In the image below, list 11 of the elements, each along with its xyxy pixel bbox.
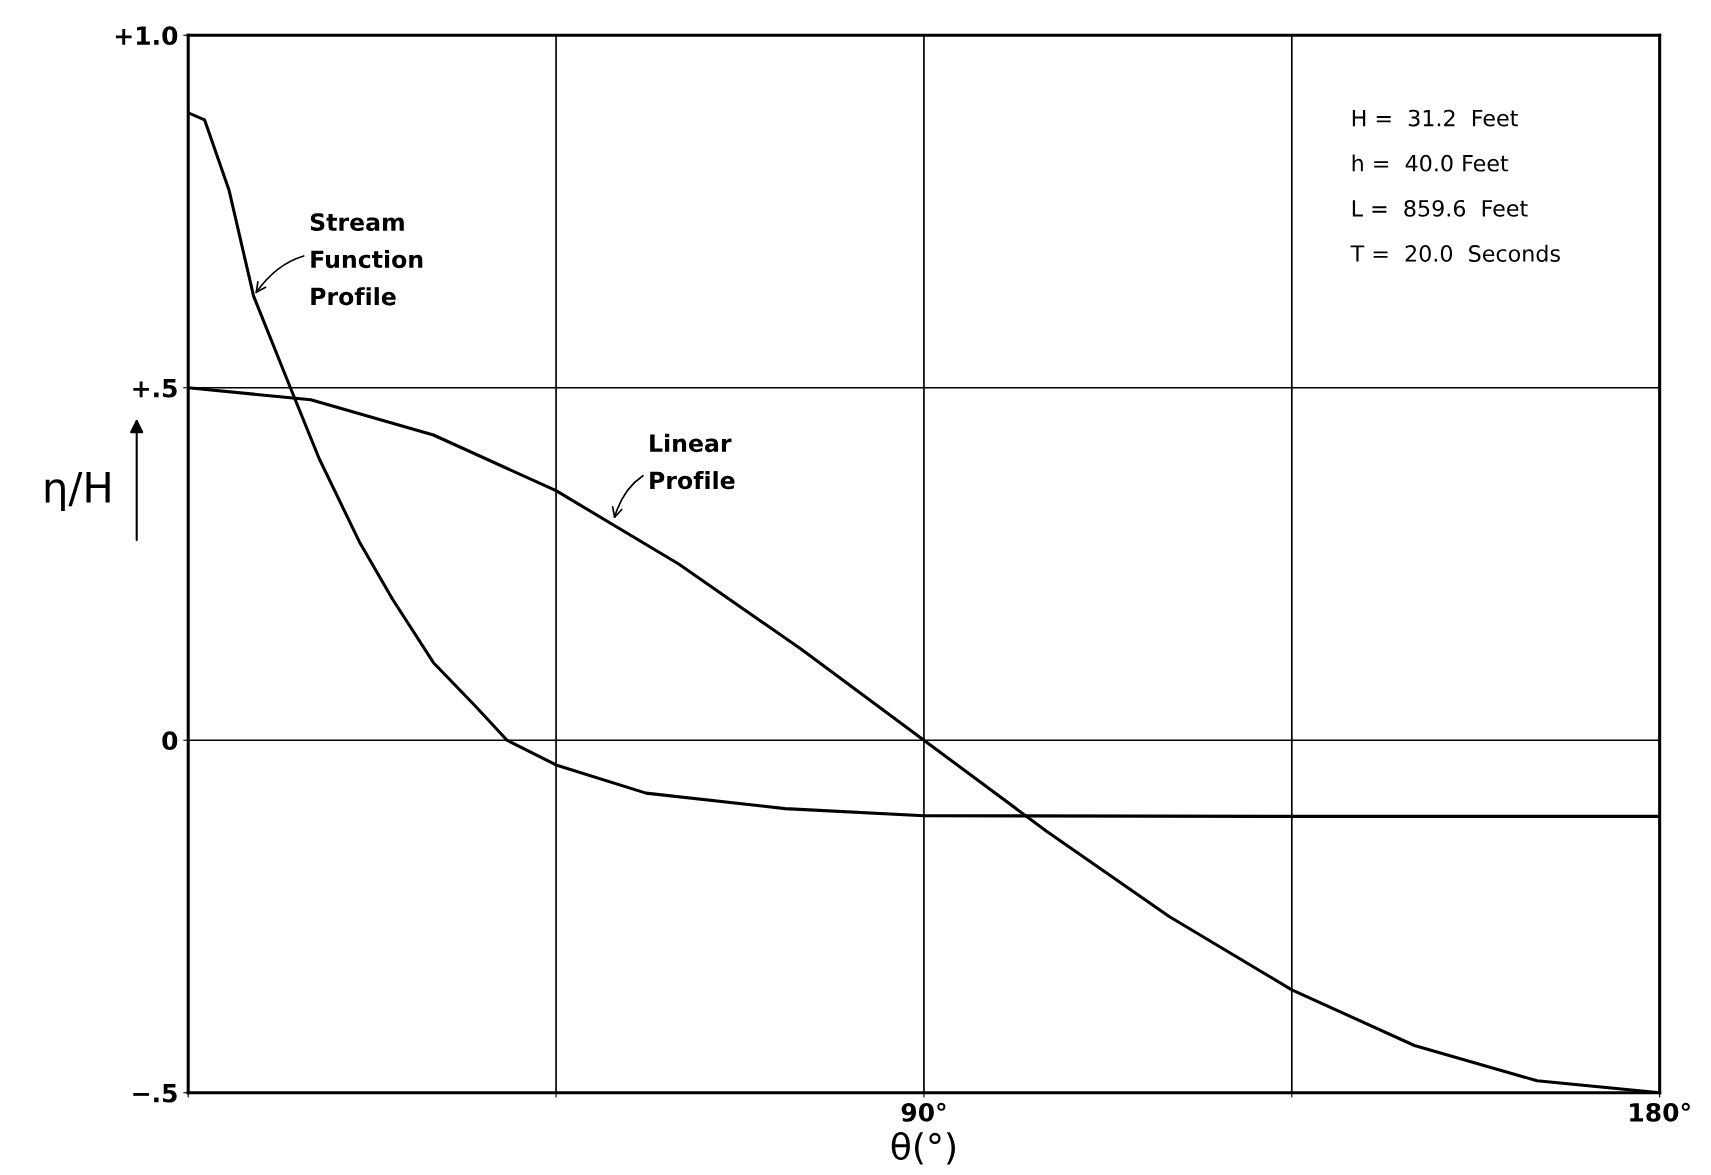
x-axis-title: θ(°)	[891, 1131, 955, 1165]
x-tick-label: 180°	[1630, 1102, 1690, 1122]
y-tick-label: +1.0	[115, 26, 178, 46]
y-tick-label: 0	[162, 731, 178, 751]
x-tick-label: 90°	[901, 1102, 946, 1122]
y-tick-label: −.5	[133, 1084, 177, 1103]
annotation: Stream Function Profile	[310, 213, 423, 306]
y-axis-title: η/H	[45, 472, 110, 512]
y-tick-label: +.5	[133, 379, 177, 398]
text: H = 31.2 Feet h = 40.0 Feet L = 859.6 Feet T = 20.0 Seconds	[1350, 109, 1560, 262]
annotation: Linear Profile	[650, 433, 735, 490]
